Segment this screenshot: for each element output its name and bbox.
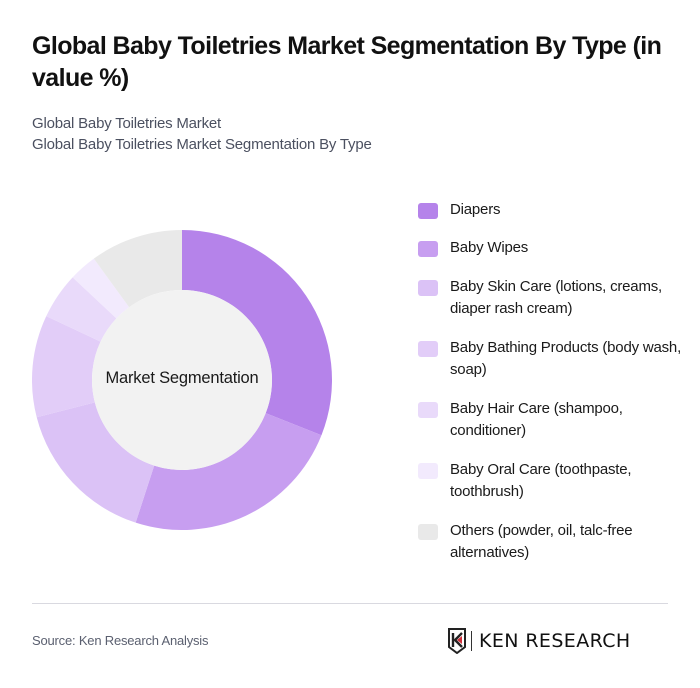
- ken-research-logo: KEN RESEARCH: [447, 628, 631, 654]
- subtitle-line-2: Global Baby Toiletries Market Segmentati…: [32, 136, 372, 153]
- footer-divider: [32, 603, 668, 604]
- logo-text: KEN RESEARCH: [479, 630, 631, 652]
- legend-label: Baby Oral Care (toothpaste, toothbrush): [450, 461, 632, 500]
- legend-swatch: [418, 203, 438, 219]
- legend-swatch: [418, 463, 438, 479]
- legend-item: Baby Oral Care (toothpaste, toothbrush): [418, 459, 690, 503]
- logo-separator: [471, 631, 472, 651]
- legend-label: Others (powder, oil, talc-free alternati…: [450, 522, 633, 561]
- legend-item: Baby Hair Care (shampoo, conditioner): [418, 398, 690, 442]
- legend-swatch: [418, 402, 438, 418]
- legend-label: Baby Wipes: [450, 239, 529, 256]
- legend-label: Baby Bathing Products (body wash, soap): [450, 339, 682, 378]
- legend-label: Baby Hair Care (shampoo, conditioner): [450, 400, 623, 439]
- legend-item: Baby Bathing Products (body wash, soap): [418, 337, 690, 381]
- donut-slice: [182, 230, 332, 436]
- subtitle-line-1: Global Baby Toiletries Market: [32, 115, 222, 132]
- chart-title: Global Baby Toiletries Market Segmentati…: [32, 32, 662, 92]
- legend-swatch: [418, 524, 438, 540]
- donut-slice: [135, 413, 322, 530]
- legend-swatch: [418, 341, 438, 357]
- source-note: Source: Ken Research Analysis: [32, 633, 209, 648]
- subtitle: Global Baby Toiletries Market Global Bab…: [32, 113, 372, 155]
- donut-center-label: Market Segmentation: [105, 369, 259, 387]
- donut-slice: [72, 258, 130, 319]
- donut-slice: [36, 402, 155, 523]
- legend-item: Baby Skin Care (lotions, creams, diaper …: [418, 276, 690, 320]
- donut-slice: [32, 316, 101, 418]
- ken-logo-icon: [448, 628, 466, 654]
- donut-slice: [46, 277, 117, 342]
- legend-label: Diapers: [450, 201, 501, 218]
- donut-chart: [32, 230, 332, 530]
- legend-label: Baby Skin Care (lotions, creams, diaper …: [450, 278, 663, 317]
- legend-item: Diapers: [418, 199, 690, 221]
- legend-swatch: [418, 280, 438, 296]
- donut-hole: [92, 290, 272, 470]
- donut-slice: [93, 230, 182, 308]
- legend-swatch: [418, 241, 438, 257]
- legend-item: Baby Wipes: [418, 237, 690, 259]
- legend-item: Others (powder, oil, talc-free alternati…: [418, 520, 690, 564]
